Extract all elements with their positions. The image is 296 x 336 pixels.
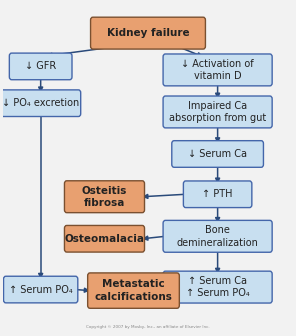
Text: Osteitis
fibrosa: Osteitis fibrosa — [82, 185, 127, 208]
FancyBboxPatch shape — [163, 54, 272, 86]
Text: ↓ Serum Ca: ↓ Serum Ca — [188, 149, 247, 159]
Text: ↓ GFR: ↓ GFR — [25, 61, 56, 72]
Text: Kidney failure: Kidney failure — [107, 28, 189, 38]
FancyBboxPatch shape — [163, 96, 272, 128]
FancyBboxPatch shape — [1, 90, 81, 117]
FancyBboxPatch shape — [65, 225, 144, 252]
FancyBboxPatch shape — [65, 181, 144, 213]
FancyBboxPatch shape — [88, 273, 179, 308]
Text: ↑ Serum PO₄: ↑ Serum PO₄ — [9, 285, 73, 295]
FancyBboxPatch shape — [163, 271, 272, 303]
FancyBboxPatch shape — [184, 181, 252, 208]
FancyBboxPatch shape — [163, 220, 272, 252]
FancyBboxPatch shape — [91, 17, 205, 49]
FancyBboxPatch shape — [172, 141, 263, 167]
Text: ↓ PO₄ excretion: ↓ PO₄ excretion — [2, 98, 79, 108]
Text: Osteomalacia: Osteomalacia — [65, 234, 144, 244]
Text: Metastatic
calcifications: Metastatic calcifications — [94, 280, 173, 302]
FancyBboxPatch shape — [9, 53, 72, 80]
FancyBboxPatch shape — [4, 276, 78, 303]
Text: Impaired Ca
absorption from gut: Impaired Ca absorption from gut — [169, 101, 266, 123]
Text: Copyright © 2007 by Mosby, Inc., an affiliate of Elsevier Inc.: Copyright © 2007 by Mosby, Inc., an affi… — [86, 325, 210, 329]
Text: ↑ PTH: ↑ PTH — [202, 189, 233, 199]
Text: Bone
demineralization: Bone demineralization — [177, 225, 259, 248]
Text: ↑ Serum Ca
↑ Serum PO₄: ↑ Serum Ca ↑ Serum PO₄ — [186, 276, 250, 298]
Text: ↓ Activation of
vitamin D: ↓ Activation of vitamin D — [181, 59, 254, 81]
